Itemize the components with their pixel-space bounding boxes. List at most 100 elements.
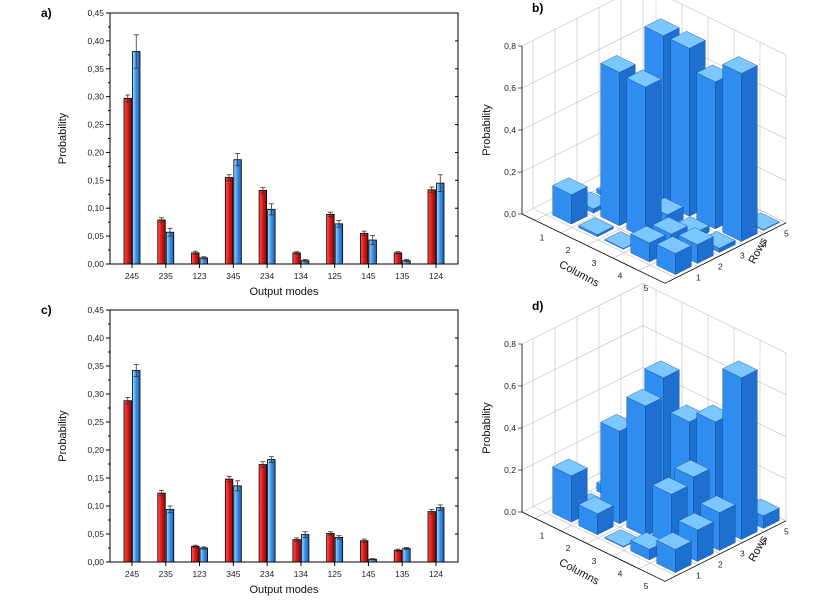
- bar3d-c1-r1-front: [552, 466, 572, 523]
- column-tick-label: 2: [566, 245, 571, 255]
- x-tick-label: 125: [328, 569, 342, 579]
- red-bar-245: [123, 400, 132, 563]
- blue-bar-125: [334, 223, 344, 265]
- column-tick-label: 1: [540, 531, 545, 541]
- x-tick-label: 245: [125, 271, 139, 281]
- blue-bar-235: [165, 231, 175, 265]
- blue-bar-124: [436, 507, 445, 563]
- red-bar-135: [393, 549, 403, 563]
- y-tick-label: 0,35: [87, 64, 104, 74]
- blue-bar-345: [233, 159, 242, 265]
- column-tick-label: 3: [592, 556, 597, 566]
- bar3d-c3-r2-top: [626, 69, 662, 88]
- y-axis-label: Probability: [57, 410, 69, 462]
- red-bar-345: [224, 177, 234, 265]
- x-tick-label: 245: [125, 569, 139, 579]
- red-bar-145: [360, 540, 369, 563]
- row-tick-label: 4: [762, 239, 767, 249]
- row-tick-label: 5: [784, 526, 789, 536]
- z-tick-label: 0,2: [504, 465, 516, 475]
- bar3d-c4-r4-front: [696, 72, 716, 230]
- row-tick-label: 4: [762, 537, 767, 547]
- bar3d-c2-r1-top: [578, 217, 614, 235]
- y-tick-label: 0,40: [87, 333, 104, 343]
- bar3d-c5-r2-top: [678, 227, 714, 245]
- x-tick-label: 124: [429, 569, 443, 579]
- y-tick-label: 0,45: [87, 305, 104, 315]
- z-axis-label: Probability: [481, 402, 493, 454]
- z-tick-label: 0,4: [504, 125, 516, 135]
- panel-label: a): [41, 6, 52, 20]
- x-tick-label: 134: [294, 271, 308, 281]
- column-tick-label: 5: [644, 283, 649, 293]
- z-axis-label: Probability: [481, 104, 493, 156]
- x-tick-label: 135: [395, 271, 409, 281]
- row-tick-label: 2: [718, 261, 723, 271]
- grid-line: [642, 325, 787, 396]
- bar3d-c5-r1-top: [656, 236, 692, 254]
- y-tick-label: 0,15: [87, 175, 104, 185]
- grid-line: [642, 283, 787, 354]
- red-bar-124: [427, 511, 436, 563]
- bar3d-c5-r1-top: [656, 532, 692, 550]
- y-tick-label: 0,20: [87, 445, 104, 455]
- column-tick-label: 5: [644, 581, 649, 591]
- panel-a-bar-chart: 0,00 0,05 0,10 0,15 0,20 0,25 0,30 0,35 0,40 0,45…: [41, 6, 459, 298]
- grid-line: [521, 27, 644, 89]
- row-tick-label: 1: [696, 272, 701, 282]
- x-tick-label: 124: [429, 271, 443, 281]
- floor-grid-line: [532, 506, 677, 577]
- y-tick-label: 0,05: [87, 231, 104, 241]
- x-tick-label: 125: [328, 271, 342, 281]
- bar3d-c5-r4-front: [722, 64, 742, 242]
- row-tick-label: 3: [740, 548, 745, 558]
- bar3d-c2-r1-top: [578, 496, 614, 514]
- y-tick-label: 0,30: [87, 92, 104, 102]
- x-axis-label: Output modes: [249, 584, 319, 596]
- blue-bar-134: [300, 534, 310, 563]
- x-tick-label: 123: [192, 569, 206, 579]
- row-tick-label: 3: [740, 250, 745, 260]
- x-tick-label: 123: [192, 271, 206, 281]
- red-bar-123: [191, 545, 200, 563]
- grid-line: [521, 283, 644, 345]
- blue-bar-123: [199, 547, 208, 563]
- column-tick-label: 1: [540, 233, 545, 243]
- bar3d-c5-r4-top: [722, 360, 758, 379]
- red-bar-134: [292, 252, 301, 265]
- z-tick-label: 0,2: [504, 167, 516, 177]
- bar3d-c5-r4-side: [741, 65, 758, 242]
- column-tick-label: 4: [618, 568, 623, 578]
- column-tick-label: 4: [618, 270, 623, 280]
- bar3d-c3-r2-front: [626, 77, 646, 239]
- blue-bar-234: [267, 459, 276, 563]
- grid-line: [521, 0, 615, 47]
- bar3d-c4-r2-top: [652, 216, 688, 235]
- red-bar-145: [360, 232, 369, 265]
- panel-label: d): [532, 299, 543, 313]
- row-axis-line: [664, 520, 787, 582]
- column-tick-label: 2: [566, 543, 571, 553]
- x-tick-label: 134: [294, 569, 308, 579]
- bar3d-c2-r2-top: [600, 55, 636, 73]
- bar3d-c2-r4-top: [644, 18, 680, 36]
- red-bar-245: [123, 97, 132, 265]
- blue-bar-235: [165, 508, 175, 563]
- row-axis-label: Rows: [747, 235, 771, 265]
- blue-bar-135: [402, 548, 411, 563]
- blue-bar-345: [233, 485, 242, 563]
- y-tick-label: 0,00: [87, 259, 104, 269]
- y-axis-label: Probability: [57, 112, 69, 164]
- red-bar-235: [157, 492, 166, 563]
- y-tick-label: 0,25: [87, 120, 104, 130]
- x-tick-label: 235: [159, 569, 173, 579]
- y-tick-label: 0,10: [87, 501, 104, 511]
- row-tick-label: 1: [696, 570, 701, 580]
- column-axis-line: [521, 511, 666, 582]
- bar3d-c5-r3-top: [700, 495, 736, 513]
- red-bar-125: [326, 213, 335, 265]
- y-tick-label: 0,40: [87, 36, 104, 46]
- y-tick-label: 0,25: [87, 417, 104, 427]
- red-bar-135: [393, 252, 403, 265]
